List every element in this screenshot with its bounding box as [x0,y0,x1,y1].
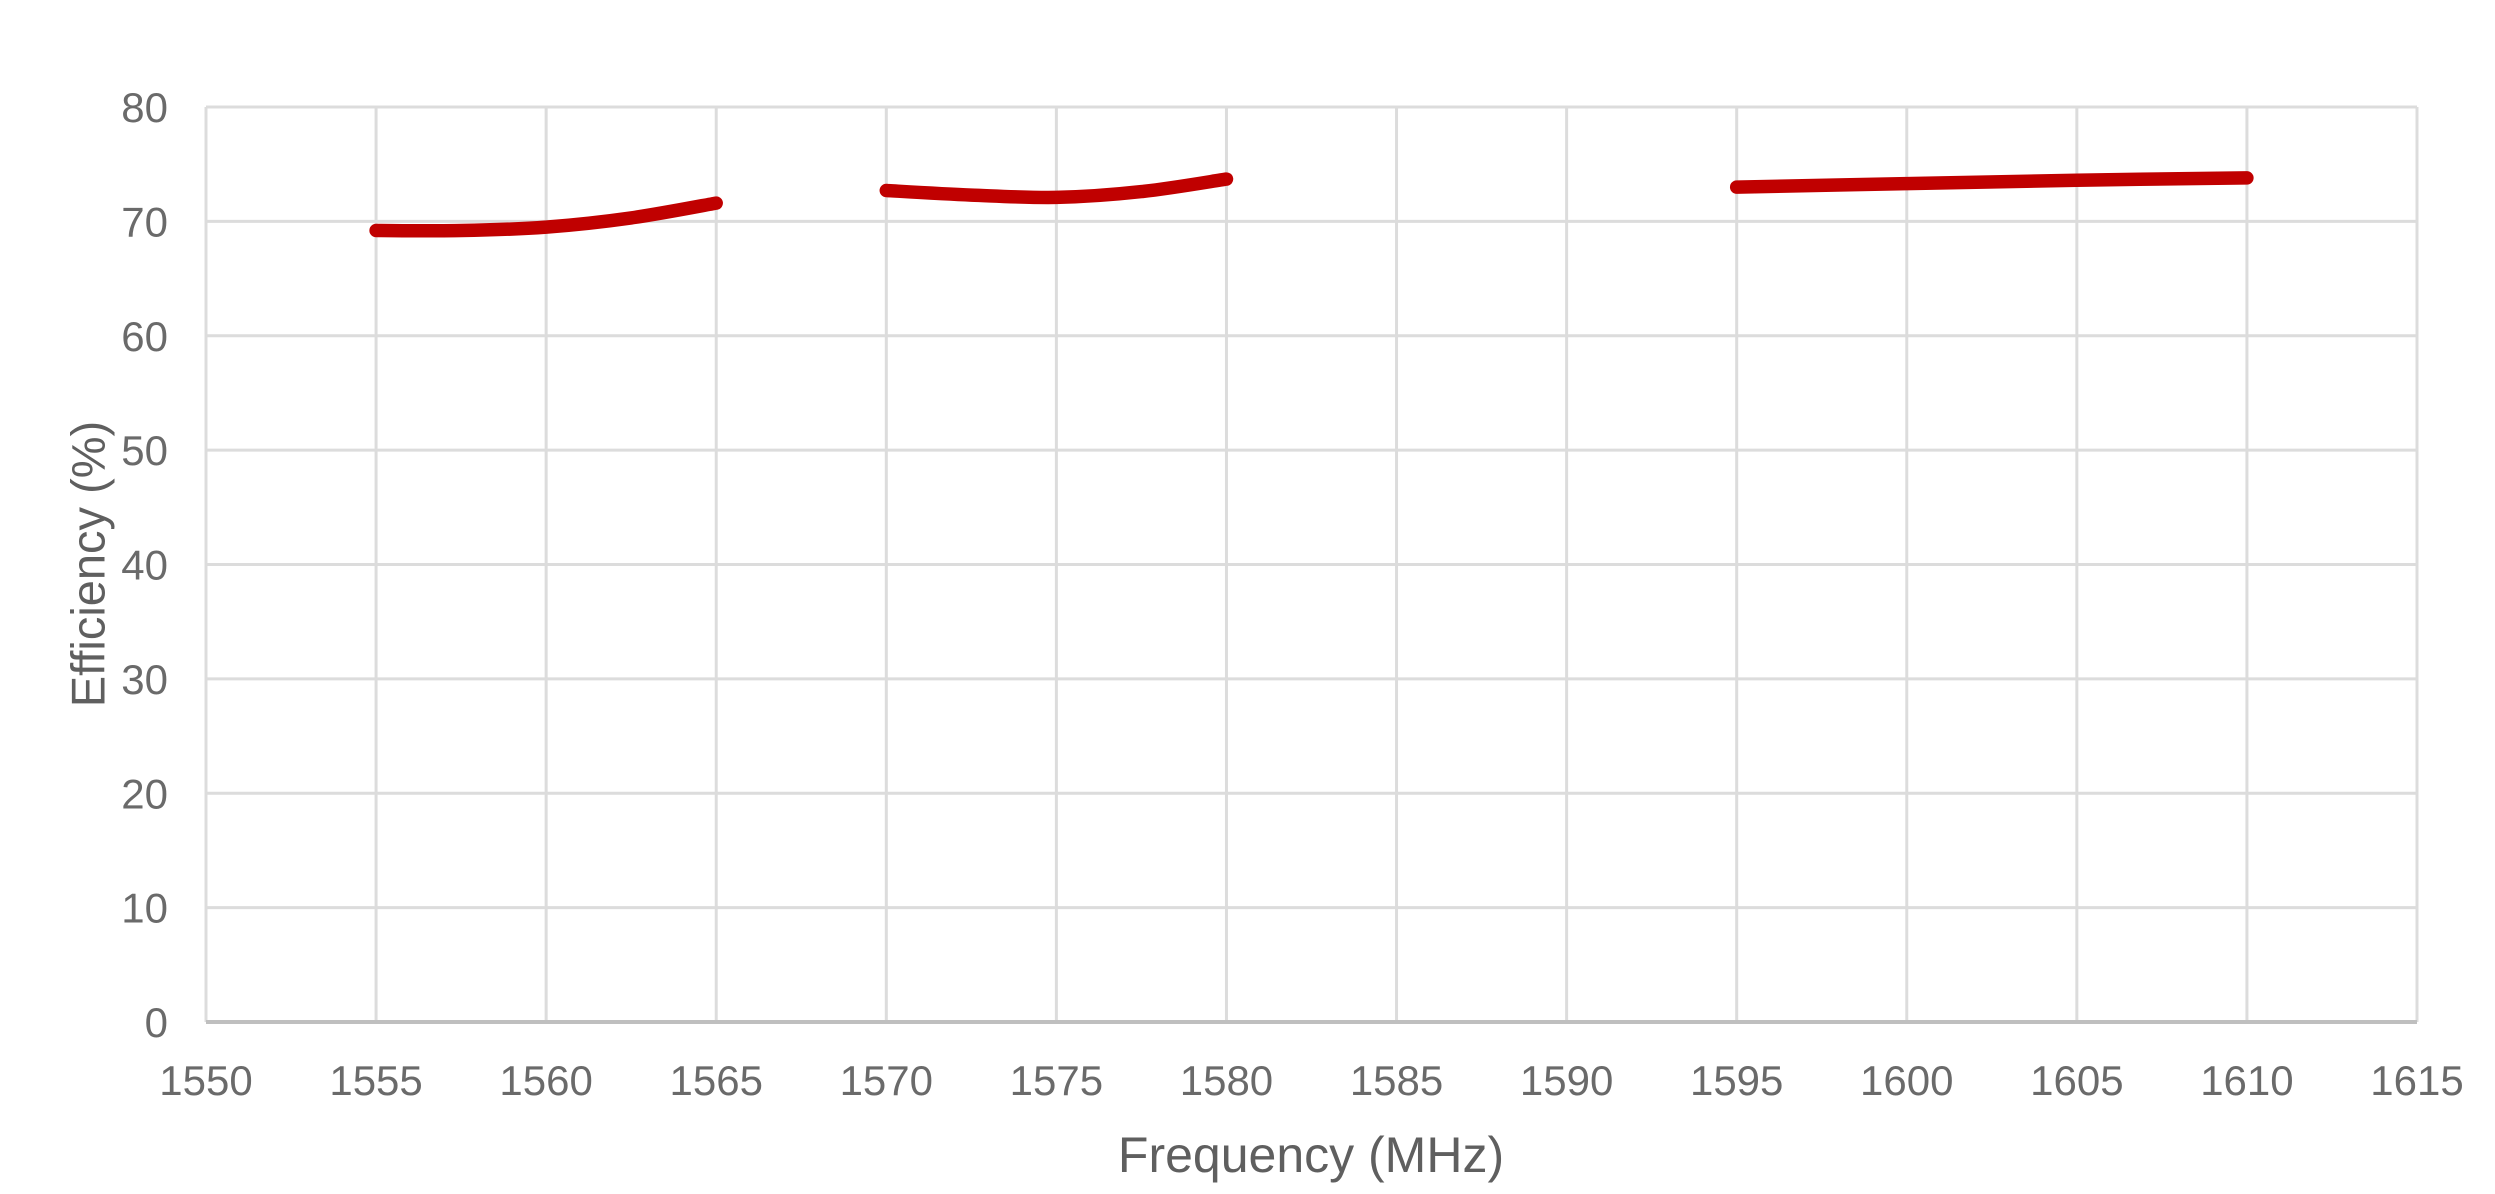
y-tick-label-30: 30 [121,656,168,703]
series-layer [369,171,2254,238]
x-tick-label-1585: 1585 [1350,1057,1443,1104]
series-line-band-1595-1610 [1729,171,2254,194]
x-tick-label-1560: 1560 [499,1057,592,1104]
x-tick-label-1550: 1550 [159,1057,252,1104]
series-line-band-1570-1580 [879,172,1234,205]
x-tick-label-1610: 1610 [2200,1057,2293,1104]
y-tick-label-0: 0 [145,999,168,1046]
y-tick-label-10: 10 [121,885,168,932]
x-tick-label-1575: 1575 [1010,1057,1103,1104]
x-tick-label-1565: 1565 [670,1057,763,1104]
y-tick-label-80: 80 [121,84,168,131]
y-tick-label-50: 50 [121,427,168,474]
x-tick-label-1555: 1555 [329,1057,422,1104]
x-tick-label-1590: 1590 [1520,1057,1613,1104]
y-axis-title: Efficiency (%) [61,421,114,707]
x-tick-label-1600: 1600 [1860,1057,1953,1104]
x-axis-title: Frequency (MHz) [1118,1127,1504,1183]
series-line-band-1555-1565 [369,196,723,238]
x-tick-label-1595: 1595 [1690,1057,1783,1104]
y-tick-label-70: 70 [121,198,168,245]
x-tick-label-1615: 1615 [2370,1057,2463,1104]
grid-layer [204,105,2419,1024]
x-tick-label-1580: 1580 [1180,1057,1273,1104]
x-tick-label-1570: 1570 [840,1057,933,1104]
x-tick-label-1605: 1605 [2030,1057,2123,1104]
y-tick-label-60: 60 [121,313,168,360]
y-tick-label-20: 20 [121,770,168,817]
tick-label-layer: 0 10 20 30 40 50 60 70 80 1550 1555 1560 1565 1570 157… [121,84,2463,1104]
y-tick-label-40: 40 [121,542,168,589]
